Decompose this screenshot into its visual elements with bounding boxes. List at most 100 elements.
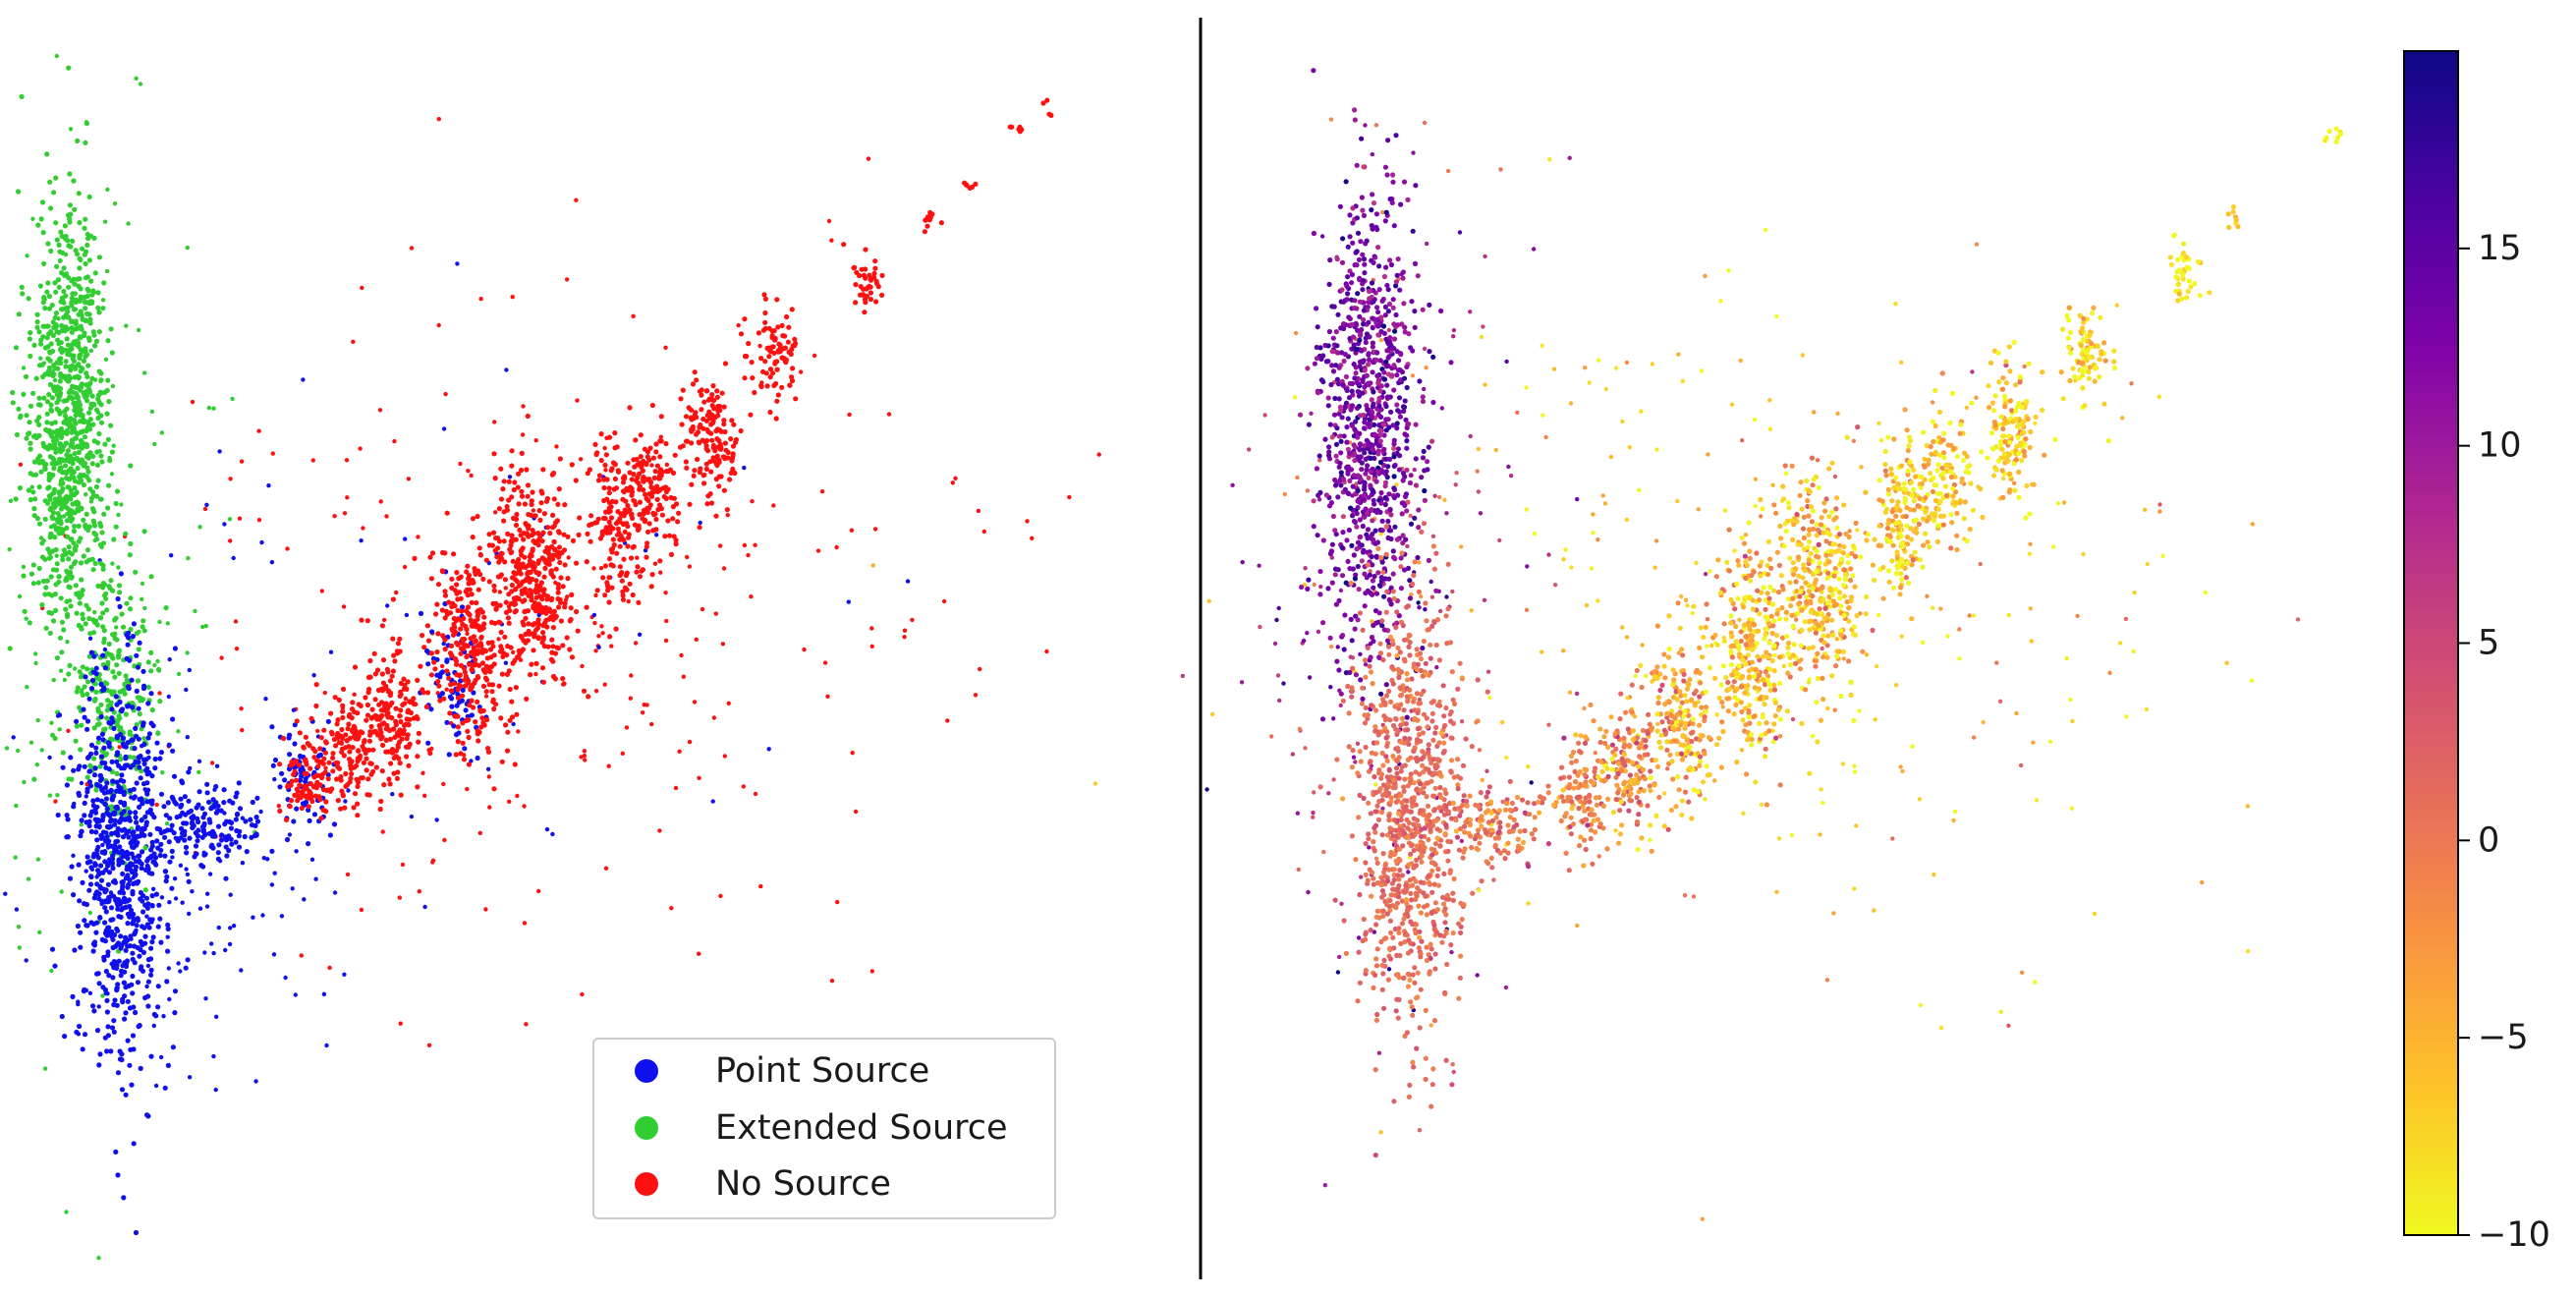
scatter-point: [176, 961, 181, 966]
scatter-point: [100, 842, 105, 848]
scatter-point: [2055, 501, 2061, 506]
scatter-point: [284, 836, 291, 843]
scatter-point: [1406, 870, 1411, 874]
scatter-point: [45, 280, 51, 286]
scatter-point: [486, 579, 492, 585]
scatter-point: [709, 392, 715, 398]
scatter-point: [2022, 364, 2027, 369]
scatter-point: [398, 680, 404, 687]
scatter-point: [541, 511, 548, 517]
scatter-point: [391, 755, 397, 761]
scatter-point: [1303, 746, 1308, 751]
scatter-point: [1306, 889, 1311, 895]
scatter-point: [568, 605, 574, 611]
scatter-point: [546, 558, 552, 564]
scatter-point: [58, 385, 64, 392]
scatter-point: [138, 889, 143, 896]
scatter-point: [58, 595, 64, 601]
scatter-point: [506, 479, 512, 484]
scatter-point: [692, 700, 698, 705]
scatter-point: [625, 524, 631, 530]
scatter-point: [117, 699, 123, 705]
scatter-point: [315, 728, 320, 734]
scatter-point: [1964, 405, 1970, 411]
scatter-point: [251, 915, 255, 920]
scatter-point: [134, 630, 140, 637]
scatter-point: [44, 289, 50, 295]
scatter-point: [463, 707, 469, 713]
scatter-point: [50, 332, 57, 338]
scatter-point: [453, 618, 459, 624]
scatter-point: [79, 818, 84, 823]
scatter-point: [95, 739, 101, 746]
scatter-point: [849, 528, 855, 533]
scatter-point: [406, 762, 412, 768]
scatter-point: [65, 351, 71, 358]
scatter-point: [502, 634, 508, 640]
scatter-point: [181, 831, 187, 838]
scatter-point: [697, 469, 702, 476]
scatter-point: [573, 478, 579, 483]
scatter-point: [505, 531, 511, 537]
scatter-point: [1373, 123, 1379, 128]
scatter-point: [62, 413, 69, 419]
scatter-point: [1624, 517, 1630, 523]
scatter-point: [606, 763, 611, 768]
scatter-point: [59, 349, 65, 355]
scatter-point: [2061, 500, 2067, 505]
scatter-point: [142, 845, 148, 851]
scatter-point: [39, 458, 46, 465]
scatter-point: [150, 934, 156, 940]
scatter-point: [524, 467, 530, 473]
scatter-point: [1351, 755, 1357, 760]
scatter-point: [1740, 438, 1745, 443]
scatter-point: [1680, 378, 1686, 383]
scatter-point: [133, 864, 140, 870]
scatter-point: [697, 525, 702, 531]
scatter-point: [202, 950, 207, 955]
scatter-point: [393, 705, 399, 711]
scatter-point: [57, 456, 63, 463]
scatter-point: [62, 272, 68, 278]
scatter-point: [80, 588, 85, 593]
scatter-point: [709, 437, 715, 443]
scatter-point: [350, 728, 356, 735]
scatter-point: [1445, 168, 1451, 174]
scatter-point: [130, 973, 136, 980]
scatter-point: [21, 391, 27, 397]
scatter-point: [533, 671, 538, 677]
scatter-point: [659, 469, 665, 475]
scatter-point: [350, 700, 356, 705]
scatter-point: [112, 674, 118, 680]
scatter-point: [127, 1005, 134, 1011]
scatter-point: [259, 539, 264, 545]
scatter-point: [209, 805, 215, 811]
scatter-point: [326, 760, 332, 765]
scatter-point: [1709, 643, 1714, 648]
scatter-point: [261, 856, 266, 861]
scatter-point: [151, 851, 157, 857]
scatter-point: [465, 631, 470, 637]
scatter-point: [132, 839, 138, 845]
scatter-point: [659, 512, 666, 518]
scatter-point: [84, 774, 90, 780]
scatter-point: [1596, 598, 1600, 603]
scatter-point: [620, 751, 625, 756]
scatter-point: [102, 801, 108, 808]
scatter-point: [78, 352, 84, 358]
scatter-point: [785, 339, 792, 345]
scatter-point: [111, 443, 116, 448]
scatter-point: [408, 700, 414, 705]
scatter-point: [355, 736, 361, 742]
scatter-point: [364, 618, 370, 624]
scatter-point: [384, 708, 390, 714]
scatter-point: [145, 979, 151, 985]
scatter-point: [294, 849, 299, 854]
scatter-point: [427, 750, 433, 757]
scatter-point: [84, 860, 90, 866]
scatter-point: [103, 887, 109, 893]
scatter-point: [603, 866, 609, 871]
scatter-point: [1376, 1050, 1382, 1055]
scatter-point: [144, 780, 150, 786]
scatter-point: [266, 483, 271, 488]
